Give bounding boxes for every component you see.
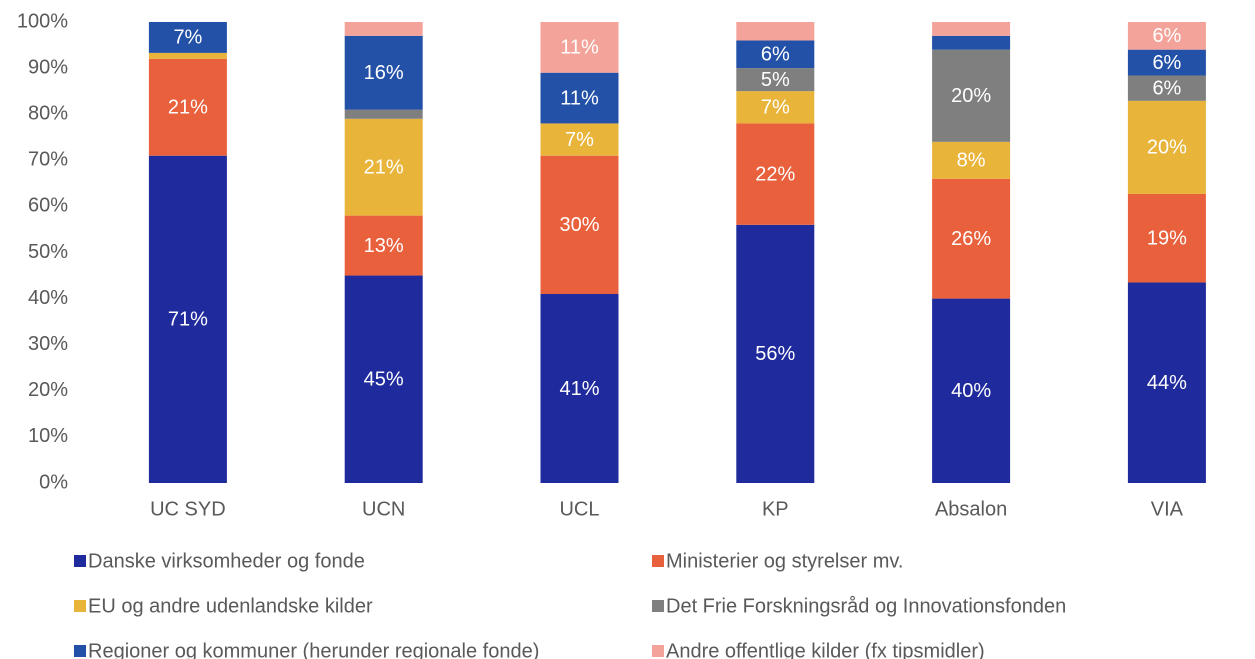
data-label: 11% — [560, 37, 599, 59]
legend-label: Det Frie Forskningsråd og Innovationsfon… — [666, 595, 1066, 617]
bar-segment — [148, 155, 227, 483]
data-label: 20% — [1147, 137, 1187, 159]
bar-segment — [736, 40, 815, 69]
data-label: 8% — [957, 150, 986, 172]
bar-segment — [344, 118, 423, 216]
y-tick-label: 40% — [28, 287, 68, 309]
data-label: 44% — [1147, 372, 1187, 394]
bar-segment — [344, 215, 423, 276]
legend-swatch — [74, 600, 86, 612]
bar-segment — [148, 52, 227, 59]
bar-segment — [932, 49, 1011, 142]
y-tick-label: 100% — [17, 10, 68, 32]
bar-segment — [540, 155, 619, 294]
legend-label: Ministerier og styrelser mv. — [666, 550, 903, 572]
y-tick-label: 60% — [28, 195, 68, 217]
bar-segment — [344, 22, 423, 36]
data-label: 45% — [364, 369, 404, 391]
legend-label: Danske virksomheder og fonde — [88, 550, 365, 572]
bar-segment — [932, 178, 1011, 299]
legend-swatch — [652, 555, 664, 567]
legend-swatch — [652, 600, 664, 612]
bar-segment — [148, 58, 227, 156]
data-label: 21% — [364, 156, 404, 178]
bar-segment — [1127, 100, 1206, 194]
bar-segment — [736, 91, 815, 124]
legend-label: Andre offentlige kilder (fx tipsmidler) — [666, 640, 985, 659]
legend-swatch — [74, 555, 86, 567]
data-label: 22% — [755, 163, 795, 185]
x-tick-label: UCL — [559, 498, 599, 520]
data-label: 56% — [755, 343, 795, 365]
legend-swatch — [74, 645, 86, 657]
data-label: 5% — [761, 69, 790, 91]
x-tick-label: UC SYD — [150, 498, 226, 520]
bar-segment — [932, 35, 1011, 50]
bar-segment — [932, 298, 1011, 483]
bar-segment — [344, 275, 423, 483]
data-label: 19% — [1147, 227, 1187, 249]
bar-segment — [736, 22, 815, 41]
y-tick-label: 70% — [28, 149, 68, 171]
bar-segment — [736, 123, 815, 225]
data-label: 16% — [364, 62, 404, 84]
legend-swatch — [652, 645, 664, 657]
y-tick-label: 0% — [39, 471, 68, 493]
data-label: 71% — [168, 309, 208, 331]
bar-segment — [148, 22, 227, 53]
data-label: 11% — [560, 87, 599, 109]
data-label: 7% — [761, 97, 790, 119]
y-tick-label: 30% — [28, 333, 68, 355]
data-label: 20% — [951, 85, 991, 107]
x-tick-label: KP — [762, 498, 789, 520]
data-label: 6% — [761, 44, 790, 66]
y-tick-label: 50% — [28, 241, 68, 263]
data-label: 30% — [559, 214, 599, 236]
bar-segment — [344, 35, 423, 110]
data-label: 21% — [168, 97, 208, 119]
bar-segment — [540, 72, 619, 124]
data-label: 7% — [565, 129, 594, 151]
data-label: 40% — [951, 380, 991, 402]
data-label: 41% — [559, 378, 599, 400]
bar-segment — [344, 109, 423, 119]
data-label: 7% — [173, 27, 202, 49]
bar-segment — [736, 68, 815, 92]
bar-segment — [1127, 75, 1206, 101]
bar-segment — [540, 22, 619, 73]
bar-segment — [1127, 49, 1206, 76]
x-tick-label: VIA — [1151, 498, 1184, 520]
data-label: 13% — [364, 235, 404, 257]
legend-label: Regioner og kommuner (herunder regionale… — [88, 640, 539, 659]
y-tick-label: 10% — [28, 425, 68, 447]
data-label: 6% — [1152, 25, 1181, 47]
legend-label: EU og andre udenlandske kilder — [88, 595, 373, 617]
x-tick-label: Absalon — [935, 498, 1007, 520]
bar-segment — [932, 141, 1011, 179]
bar-segment — [540, 293, 619, 483]
bar-segment — [1127, 22, 1206, 50]
y-tick-label: 90% — [28, 56, 68, 78]
bar-segment — [932, 22, 1011, 36]
data-label: 6% — [1152, 52, 1181, 74]
bar-segment — [1127, 282, 1206, 483]
y-tick-label: 80% — [28, 102, 68, 124]
x-tick-label: UCN — [362, 498, 405, 520]
data-label: 26% — [951, 228, 991, 250]
bar-segment — [736, 224, 815, 483]
y-tick-label: 20% — [28, 379, 68, 401]
bar-segment — [1127, 193, 1206, 283]
bar-segment — [540, 123, 619, 156]
data-label: 6% — [1152, 77, 1181, 99]
